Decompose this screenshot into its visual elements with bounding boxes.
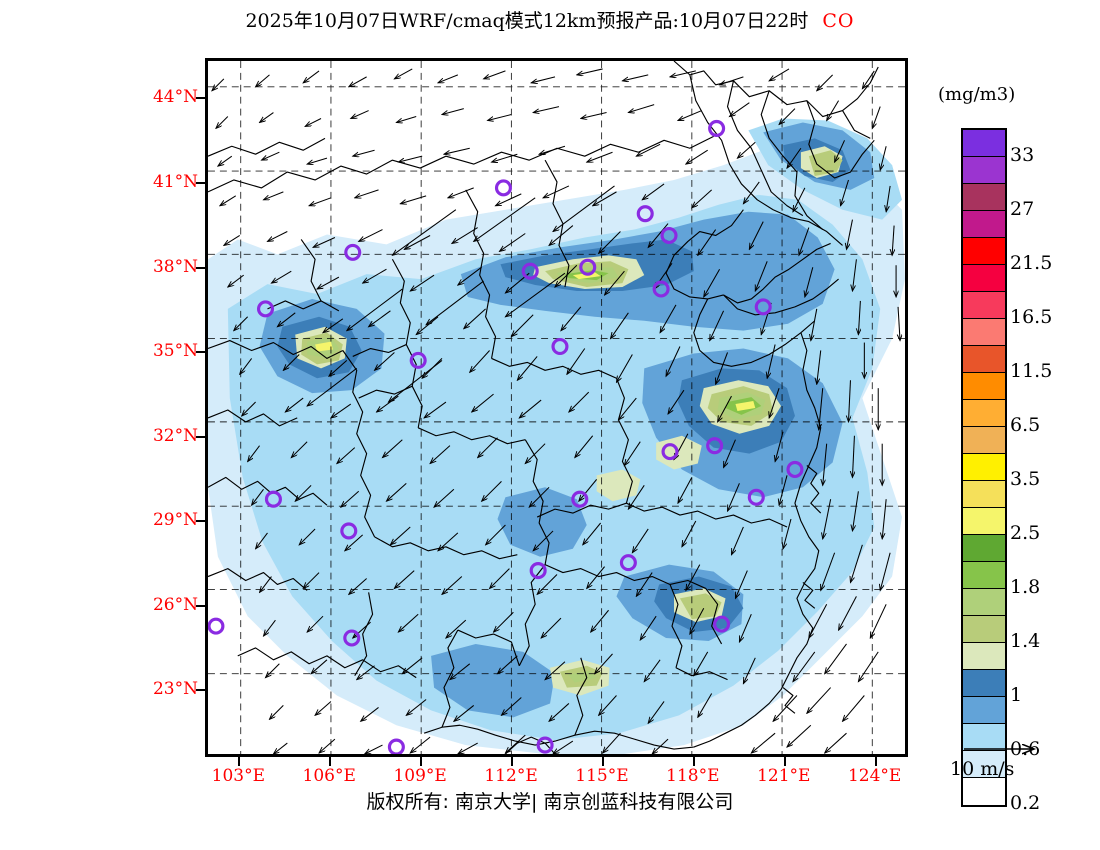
longitude-tick-label: 112°E (484, 766, 538, 786)
colorbar-band (963, 238, 1005, 265)
colorbar-band (963, 724, 1005, 751)
colorbar-band (963, 211, 1005, 238)
colorbar-tick-label: 0.2 (1010, 792, 1041, 814)
colorbar-band (963, 454, 1005, 481)
chart-title: 2025年10月07日WRF/cmaq模式12km预报产品:10月07日22时 C… (0, 6, 1100, 33)
latitude-tick-label: 44°N (152, 87, 198, 108)
copyright-footer: 版权所有: 南京大学| 南京创蓝科技有限公司 (366, 791, 734, 813)
colorbar-band (963, 697, 1005, 724)
longitude-tick-label: 124°E (847, 766, 902, 786)
latitude-tick-mark (196, 435, 205, 438)
longitude-tick-label: 106°E (302, 766, 356, 786)
map-canvas (208, 61, 905, 754)
colorbar-tick-label: 33 (1010, 144, 1035, 166)
colorbar-tick-label: 11.5 (1010, 360, 1053, 382)
wind-scale-legend: 10 m/s (950, 740, 1090, 790)
latitude-tick-label: 41°N (152, 172, 198, 193)
colorbar-band (963, 751, 1005, 778)
latitude-tick-mark (196, 266, 205, 269)
colorbar-band (963, 778, 1005, 805)
longitude-tick-label: 118°E (666, 766, 720, 786)
colorbar-band (963, 292, 1005, 319)
colorbar-band (963, 400, 1005, 427)
colorbar-band (963, 481, 1005, 508)
colorbar-tick-label: 1.8 (1010, 576, 1041, 598)
longitude-tick-mark (329, 757, 332, 766)
colorbar-band (963, 643, 1005, 670)
colorbar-band (963, 184, 1005, 211)
wind-vector-field (212, 68, 900, 754)
colorbar-tick-label: 16.5 (1010, 306, 1053, 328)
wind-arrow-icon (964, 742, 1042, 756)
latitude-tick-label: 23°N (152, 679, 198, 700)
latitude-tick-label: 32°N (152, 425, 198, 446)
colorbar-band (963, 562, 1005, 589)
city-markers (208, 119, 804, 754)
title-species-label: CO (822, 10, 855, 32)
colorbar-units-label: (mg/m3) (938, 84, 1016, 105)
colorbar-tick-label: 21.5 (1010, 252, 1053, 274)
longitude-ticks (205, 757, 908, 767)
colorbar-band (963, 319, 1005, 346)
latitude-tick-label: 38°N (152, 256, 198, 277)
lat-lon-gridlines (208, 61, 905, 754)
latitude-tick-mark (196, 182, 205, 185)
colorbar-band (963, 508, 1005, 535)
colorbar-band (963, 346, 1005, 373)
latitude-tick-mark (196, 689, 205, 692)
colorbar-band (963, 130, 1005, 157)
longitude-tick-mark (783, 757, 786, 766)
longitude-tick-mark (511, 757, 514, 766)
colorbar-band (963, 157, 1005, 184)
colorbar-tick-labels: 33 27 21.5 16.5 11.5 6.5 3.5 2.5 1.8 1.4 1 0.6 0.2 (1010, 128, 1098, 814)
latitude-tick-label: 35°N (152, 341, 198, 362)
longitude-tick-label: 103°E (211, 766, 266, 786)
colorbar-band (963, 589, 1005, 616)
longitude-tick-mark (874, 757, 877, 766)
colorbar-tick-label: 2.5 (1010, 522, 1041, 544)
longitude-axis: 103°E 106°E 109°E 112°E 115°E 118°E 121°E 124°E (205, 766, 908, 794)
latitude-axis: 44°N 41°N 38°N 35°N 32°N 29°N 26°N 23°N (110, 58, 198, 757)
colorbar-band (963, 616, 1005, 643)
latitude-tick-label: 29°N (152, 510, 198, 531)
latitude-tick-mark (196, 520, 205, 523)
latitude-tick-mark (196, 604, 205, 607)
longitude-tick-label: 121°E (757, 766, 811, 786)
colorbar-band (963, 535, 1005, 562)
colorbar-band (963, 373, 1005, 400)
forecast-map[interactable] (205, 58, 908, 757)
province-borders (208, 61, 879, 754)
colorbar-band (963, 427, 1005, 454)
title-text: 2025年10月07日WRF/cmaq模式12km预报产品:10月07日22时 (245, 10, 809, 32)
colorbar-tick-label: 3.5 (1010, 468, 1041, 490)
longitude-tick-mark (692, 757, 695, 766)
colorbar-tick-label: 1.4 (1010, 630, 1041, 652)
colorbar[interactable] (961, 128, 1007, 807)
longitude-tick-mark (420, 757, 423, 766)
latitude-tick-mark (196, 97, 205, 100)
colorbar-band (963, 670, 1005, 697)
colorbar-tick-label: 6.5 (1010, 414, 1041, 436)
longitude-tick-label: 115°E (575, 766, 629, 786)
colorbar-band (963, 265, 1005, 292)
colorbar-tick-label: 27 (1010, 198, 1035, 220)
longitude-tick-mark (238, 757, 241, 766)
latitude-ticks (196, 58, 208, 757)
latitude-tick-mark (196, 351, 205, 354)
latitude-tick-label: 26°N (152, 594, 198, 615)
longitude-tick-mark (601, 757, 604, 766)
colorbar-tick-label: 1 (1010, 684, 1023, 706)
longitude-tick-label: 109°E (393, 766, 447, 786)
wind-scale-label: 10 m/s (950, 758, 1015, 780)
